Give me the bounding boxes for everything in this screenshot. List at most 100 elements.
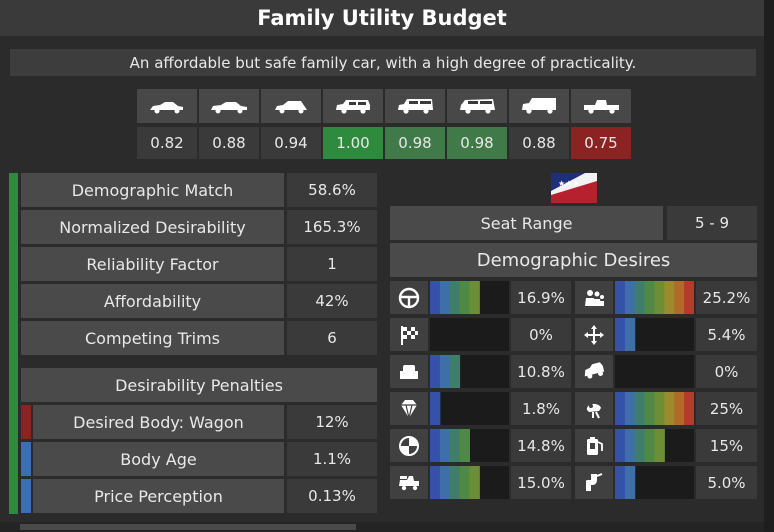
desire-value: 5.0%: [696, 466, 757, 499]
desire-level-bar: [430, 355, 509, 388]
seat-range-label: Seat Range: [390, 206, 663, 240]
stat-value: 1: [287, 247, 377, 281]
hatchback-icon: [275, 101, 307, 114]
desire-level-bar: [615, 466, 694, 499]
desire-value: 1.8%: [511, 392, 571, 425]
fuel-economy-icon: [587, 436, 603, 455]
desire-level-bar: [430, 392, 509, 425]
checkered-flag-icon: [401, 325, 418, 345]
drivability-icon: [584, 324, 604, 345]
desire-level-bar: [430, 429, 509, 462]
suv-icon: [336, 100, 370, 114]
segment-description: An affordable but safe family car, with …: [10, 49, 756, 76]
reliability-wrench-icon: [586, 403, 601, 418]
desire-utility-truck[interactable]: [390, 466, 428, 499]
desire-value: 15.0%: [511, 466, 571, 499]
penalties-header: Desirability Penalties: [21, 368, 377, 402]
seat-range-value: 5 - 9: [667, 206, 757, 240]
desire-drivability[interactable]: [575, 318, 613, 351]
stat-value: 165.3%: [287, 210, 377, 244]
horizontal-scrollbar[interactable]: [0, 522, 764, 532]
desire-value: 16.9%: [511, 281, 571, 314]
desire-value: 5.4%: [696, 318, 757, 351]
desire-value: 15%: [696, 429, 757, 462]
desire-seat-comfort[interactable]: [390, 355, 428, 388]
desire-level-bar: [430, 466, 509, 499]
diamond-icon: [401, 399, 417, 418]
body-type-suv[interactable]: [323, 89, 383, 123]
desire-checkered-flag[interactable]: [390, 318, 428, 351]
match-indicator-bar: [9, 173, 18, 514]
desire-level-bar: [615, 355, 694, 388]
penalty-severity-strip: [21, 405, 31, 439]
pickup-icon: [584, 100, 619, 114]
penalty-value: 1.1%: [287, 442, 377, 476]
right-scroll-strip: [764, 0, 774, 532]
family-icon: [585, 289, 604, 306]
desire-value: 0%: [696, 355, 757, 388]
desire-value: 25%: [696, 392, 757, 425]
penalty-label: Body Age: [33, 442, 284, 476]
utility-truck-icon: [399, 475, 419, 490]
stat-label: Competing Trims: [21, 321, 284, 355]
stat-value: 58.6%: [287, 173, 377, 207]
desire-value: 0%: [511, 318, 571, 351]
offroad-car-icon: [584, 361, 605, 379]
desire-reliability-wrench[interactable]: [575, 392, 613, 425]
safety-icon: [399, 435, 419, 456]
stat-label: Reliability Factor: [21, 247, 284, 281]
stat-label: Demographic Match: [21, 173, 284, 207]
penalty-severity-strip: [21, 442, 31, 476]
desire-level-bar: [615, 318, 694, 351]
desire-steering-wheel[interactable]: [390, 281, 428, 314]
body-type-hatchback[interactable]: [261, 89, 321, 123]
demographic-desires-header: Demographic Desires: [390, 243, 757, 277]
body-type-score: 0.98: [447, 127, 507, 159]
scrollbar-thumb[interactable]: [20, 524, 356, 530]
svg-text:★★★: ★★★: [558, 179, 580, 188]
penalty-label: Price Perception: [33, 479, 284, 513]
desire-level-bar: [430, 281, 509, 314]
stat-label: Affordability: [21, 284, 284, 318]
desire-safety[interactable]: [390, 429, 428, 462]
desire-level-bar: [615, 281, 694, 314]
penalty-severity-strip: [21, 479, 31, 513]
country-flag-icon: ★★★: [551, 173, 597, 203]
desire-value: 25.2%: [696, 281, 757, 314]
body-type-score: 0.94: [261, 127, 321, 159]
steering-wheel-icon: [398, 287, 420, 308]
desire-exhaust-environmental[interactable]: [575, 466, 613, 499]
stat-value: 42%: [287, 284, 377, 318]
desire-level-bar: [615, 392, 694, 425]
penalty-value: 12%: [287, 405, 377, 439]
desire-family[interactable]: [575, 281, 613, 314]
desire-fuel-economy[interactable]: [575, 429, 613, 462]
sedan-icon: [150, 102, 183, 114]
penalty-value: 0.13%: [287, 479, 377, 513]
desire-level-bar: [615, 429, 694, 462]
body-type-pickup[interactable]: [571, 89, 631, 123]
stat-value: 6: [287, 321, 377, 355]
body-type-score: 0.88: [199, 127, 259, 159]
sedan-long-icon: [211, 102, 247, 114]
exhaust-environmental-icon: [586, 472, 603, 491]
body-type-wagon[interactable]: [385, 89, 445, 123]
body-type-sedan-long[interactable]: [199, 89, 259, 123]
desire-offroad-car[interactable]: [575, 355, 613, 388]
desire-value: 14.8%: [511, 429, 571, 462]
desire-diamond[interactable]: [390, 392, 428, 425]
wagon-icon: [398, 99, 433, 114]
penalty-label: Desired Body: Wagon: [33, 405, 284, 439]
van-icon: [522, 98, 556, 114]
body-type-sedan[interactable]: [137, 89, 197, 123]
body-type-score: 0.88: [509, 127, 569, 159]
body-type-score: 0.82: [137, 127, 197, 159]
body-type-score: 0.75: [571, 127, 631, 159]
body-type-score: 1.00: [323, 127, 383, 159]
body-type-score: 0.98: [385, 127, 445, 159]
window-title: Family Utility Budget: [0, 0, 764, 36]
stat-label: Normalized Desirability: [21, 210, 284, 244]
body-type-van[interactable]: [509, 89, 569, 123]
minivan-icon: [460, 99, 495, 114]
body-type-minivan[interactable]: [447, 89, 507, 123]
